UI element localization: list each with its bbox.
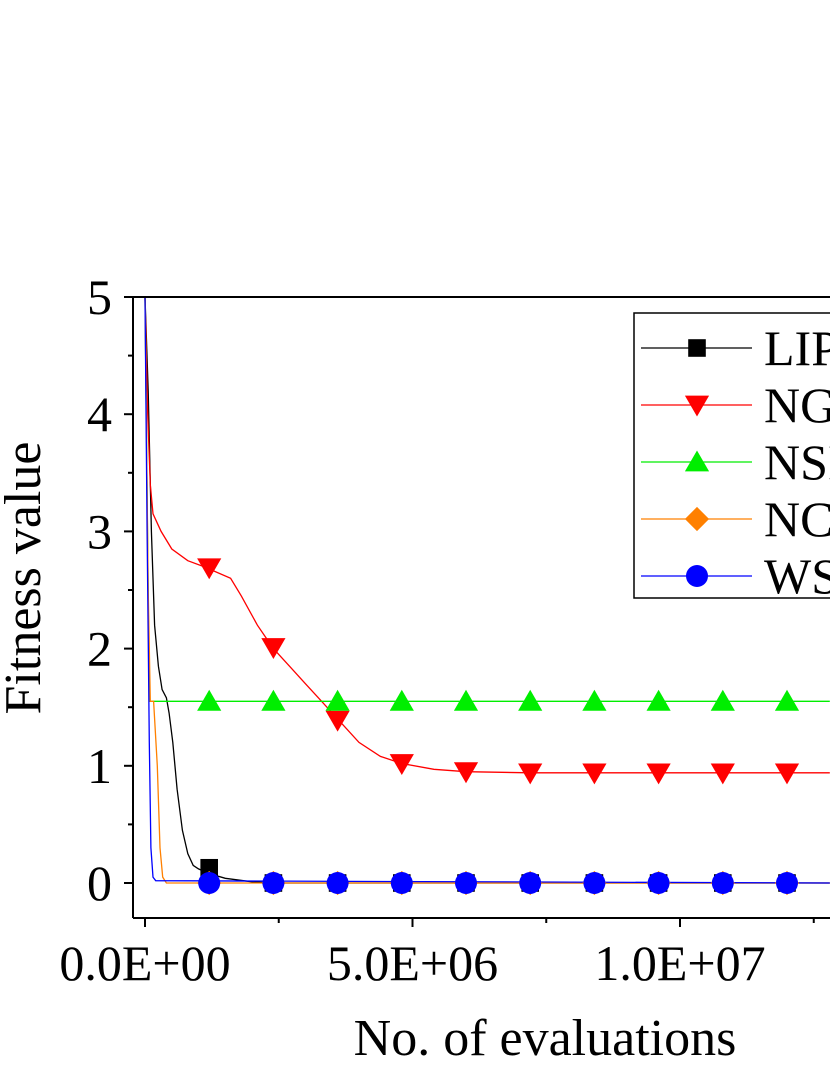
series-marker-nsi <box>389 689 414 711</box>
series-line-ws <box>144 297 830 884</box>
legend-item-nc: NC <box>641 491 830 547</box>
series-marker-ng <box>646 763 671 785</box>
series-marker-ng <box>325 710 350 732</box>
series-marker-nsi <box>518 689 543 711</box>
series-marker-ng <box>774 763 800 785</box>
series-marker-nsi <box>774 689 800 711</box>
y-tick-label: 0 <box>87 855 112 911</box>
legend-label-nc: NC <box>764 491 830 547</box>
legend-marker-nc <box>684 506 710 532</box>
series-marker-ws <box>583 872 606 894</box>
series-marker-lip <box>200 858 218 877</box>
series-layer <box>144 297 830 896</box>
legend-box <box>633 312 830 599</box>
series-marker-nsi <box>710 689 735 711</box>
series-marker-ws <box>647 872 670 894</box>
series-marker-ng <box>710 763 735 785</box>
series-marker-ws <box>711 872 734 894</box>
y-tick-label: 5 <box>87 269 112 325</box>
legend-label-nsi: NSI <box>764 434 830 490</box>
series-marker-ws <box>390 872 413 894</box>
axes: 0 1 2 3 4 5 0.0E+00 5.0E+06 1.0E+07 <box>59 269 830 991</box>
series-marker-ws <box>455 872 477 894</box>
series-marker-ws <box>519 872 542 894</box>
series-marker-ws <box>198 872 221 894</box>
series-marker-ng <box>518 763 543 785</box>
legend-item-ng: NG <box>641 377 830 433</box>
series-marker-ng <box>389 754 414 776</box>
series-marker-ws <box>776 872 798 894</box>
legend-label-ws: WS <box>764 548 830 604</box>
legend-item-lip: LIP <box>641 320 830 376</box>
x-tick-label: 0.0E+00 <box>59 935 230 991</box>
series-marker-ng <box>261 638 286 659</box>
y-tick-label: 4 <box>87 386 112 442</box>
series-marker-ws <box>326 872 349 894</box>
legend: LIPNGNSINCWS <box>633 312 830 604</box>
series-marker-nsi <box>646 689 671 711</box>
series-marker-nsi <box>325 689 350 711</box>
y-tick-label: 3 <box>87 503 112 559</box>
plot-area <box>144 297 830 896</box>
series-marker-nsi <box>582 689 607 711</box>
series-line-lip <box>144 297 830 884</box>
y-tick-label: 2 <box>87 621 112 677</box>
series-marker-ng <box>582 763 607 785</box>
y-tick-label: 1 <box>87 738 112 794</box>
y-axis-title: Fitness value <box>0 442 52 715</box>
legend-marker-nsi <box>684 450 710 472</box>
series-marker-nsi <box>197 689 222 711</box>
legend-marker-lip <box>688 339 706 357</box>
series-marker-nsi <box>261 689 286 711</box>
series-marker-ng <box>453 762 479 784</box>
legend-item-nsi: NSI <box>641 434 830 490</box>
legend-item-ws: WS <box>641 548 830 604</box>
legend-label-lip: LIP <box>764 320 830 376</box>
legend-marker-ws <box>686 565 708 587</box>
x-tick-label: 1.0E+07 <box>594 935 765 991</box>
legend-label-ng: NG <box>764 377 830 433</box>
x-tick-label: 5.0E+06 <box>327 935 498 991</box>
series-marker-ws <box>262 872 285 894</box>
legend-marker-ng <box>684 395 710 417</box>
x-axis-title: No. of evaluations <box>354 1010 737 1067</box>
series-marker-nsi <box>453 689 479 711</box>
series-marker-ng <box>197 558 222 580</box>
